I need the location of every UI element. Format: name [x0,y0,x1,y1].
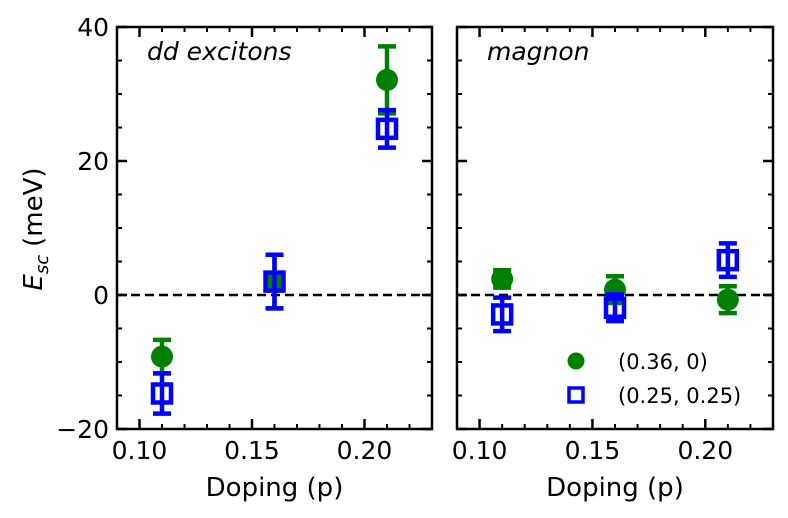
data-point [490,303,514,326]
y-axis-label: Esc (meV) [19,167,53,290]
legend-label: (0.25, 0.25) [618,384,741,408]
y-axis-label-main: E [19,274,49,291]
y-tick-label: 20 [77,147,109,176]
legend-marker-square [567,386,585,404]
panel-magnon: 0.10 0.15 0.20 Doping (p) magnon [452,25,775,503]
series-green-circles [491,267,739,316]
data-point [150,382,174,405]
data-point [491,267,514,290]
x-axis-label: Doping (p) [546,473,684,503]
data-point [263,270,286,293]
series-green-circles [151,44,398,376]
x-tick-label: 0.20 [337,436,393,465]
panel-title: magnon [487,37,590,66]
x-tick-label: 0.15 [565,436,621,465]
data-point [375,117,399,141]
series-blue-squares [490,241,740,334]
y-axis-label-sub: sc [32,255,53,274]
axes-frame [455,25,775,431]
legend-label: (0.36, 0) [618,350,708,374]
series-blue-squares [150,107,399,416]
panel-title: dd excitons [147,37,292,66]
y-axis-label-unit: (meV) [19,167,49,246]
x-axis-label: Doping (p) [206,473,344,503]
y-tick-label: 40 [77,13,109,42]
x-tick-label: 0.10 [112,436,168,465]
legend-marker-circle [567,352,585,370]
x-tick-label: 0.10 [452,436,508,465]
x-tick-label: 0.20 [677,436,733,465]
data-point [716,248,740,272]
legend: (0.36, 0) (0.25, 0.25) [567,350,741,408]
y-tick-label: −20 [56,415,109,444]
data-point [376,68,398,91]
data-point [603,296,627,319]
y-tick-label: 0 [93,281,109,310]
data-point [716,288,739,311]
panel-dd-excitons: −20 0 20 40 0.10 0.15 0.20 Doping (p) dd exciton… [56,13,434,503]
x-tick-label: 0.15 [224,436,280,465]
data-point [151,345,173,368]
